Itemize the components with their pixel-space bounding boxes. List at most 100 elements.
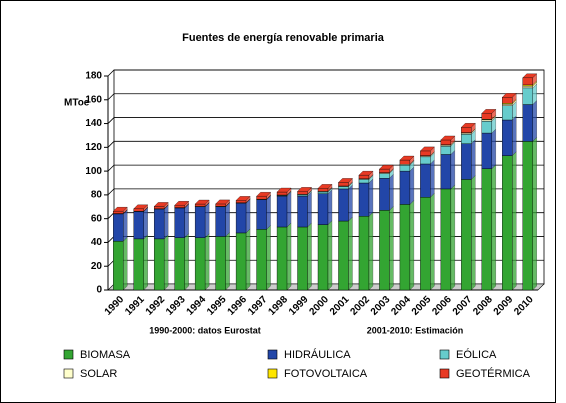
bar-segment [297, 195, 308, 228]
legend-swatch [439, 368, 450, 379]
bar-side [225, 232, 230, 291]
bar-segment [256, 199, 267, 230]
bar-segment [522, 77, 533, 86]
bar-side [184, 203, 189, 239]
bar-segment [235, 232, 247, 291]
bar-side [245, 198, 251, 234]
bar-side [184, 233, 189, 291]
bar-segment [481, 132, 493, 169]
chart-title: Fuentes de energía renovable primaria [182, 32, 385, 44]
bar-segment [522, 104, 533, 142]
bar-segment [235, 203, 247, 234]
legend-label: GEOTÉRMICA [456, 367, 531, 380]
bar-segment [481, 120, 493, 134]
bar-segment [317, 224, 329, 291]
bar-segment [379, 210, 390, 291]
bar-segment [338, 186, 349, 190]
bar-side [389, 205, 394, 291]
bar-side [491, 128, 496, 170]
bar-top [297, 187, 312, 192]
bar-top [379, 164, 394, 170]
grid-line-side [107, 236, 115, 243]
bar-top [358, 171, 374, 176]
legend-swatch [439, 349, 450, 360]
bar-segment [256, 229, 267, 291]
bar-top [235, 196, 251, 201]
bar-side [143, 207, 148, 240]
bar-side [471, 175, 476, 291]
bar-side [409, 200, 415, 291]
bar-segment [338, 220, 349, 291]
bar-segment [358, 182, 370, 217]
bar-side [430, 159, 435, 198]
bar-segment [133, 211, 144, 240]
bar-top [133, 204, 149, 209]
bar-segment [256, 195, 267, 200]
grid-line-side [107, 212, 115, 219]
bar-top [420, 146, 435, 152]
bar-top [174, 201, 190, 206]
bar-segment [133, 208, 144, 212]
bar-segment [399, 164, 411, 172]
bar-segment [338, 182, 349, 187]
bar-segment [522, 87, 533, 105]
bar-segment [133, 238, 144, 291]
bar-segment [276, 195, 288, 228]
bar-segment [502, 105, 513, 121]
bar-top [215, 199, 230, 205]
bar-segment [215, 236, 226, 291]
y-tick-label: 60 [91, 213, 103, 224]
bar-segment [440, 139, 452, 145]
legend-swatch [63, 349, 74, 360]
bar-side [286, 222, 292, 291]
bar-segment [174, 205, 185, 208]
bar-side [225, 202, 230, 237]
bar-top [276, 187, 292, 193]
bar-side [204, 233, 210, 291]
bar-segment [215, 206, 226, 237]
bar-side [512, 151, 517, 291]
y-tick-label: 180 [85, 71, 102, 82]
grid-line-side [107, 93, 115, 101]
bar-side [368, 178, 374, 217]
bar-side [471, 139, 476, 180]
bar-side [491, 164, 496, 291]
bar-segment [420, 156, 431, 165]
bar-side [409, 166, 415, 205]
bar-segment [399, 170, 411, 205]
bar-side [204, 202, 210, 239]
bar-side [450, 150, 456, 190]
bar-segment [399, 204, 411, 291]
y-tick-label: 20 [91, 261, 103, 272]
bar-segment [440, 154, 452, 190]
legend-label: BIOMASA [80, 349, 131, 361]
grid-line-side [107, 188, 115, 196]
bar-side [368, 211, 374, 291]
bar-segment [502, 103, 513, 106]
bar-segment [297, 191, 308, 195]
bar-segment [461, 127, 472, 133]
grid-line-side [107, 141, 115, 148]
bar-segment [522, 141, 533, 291]
bar-segment [461, 134, 472, 144]
bar-segment [399, 159, 411, 165]
bar-top [194, 199, 210, 205]
bar-segment [194, 203, 206, 207]
bar-segment [338, 188, 349, 222]
bar-segment [358, 216, 370, 291]
grid-line-side [107, 117, 115, 124]
bar-side [348, 184, 353, 222]
legend-label: SOLAR [80, 368, 117, 380]
bar-segment [317, 193, 329, 225]
bar-segment [379, 168, 390, 173]
bar-side [327, 189, 333, 225]
bar-top [256, 192, 271, 197]
y-tick-label: 40 [91, 237, 103, 248]
y-tick-label: 120 [85, 142, 102, 153]
bar-top [460, 123, 476, 128]
bar-segment [113, 241, 124, 291]
bar-segment [235, 200, 247, 203]
bar-side [327, 220, 333, 291]
bar-side [532, 100, 537, 142]
bar-side [430, 192, 435, 291]
